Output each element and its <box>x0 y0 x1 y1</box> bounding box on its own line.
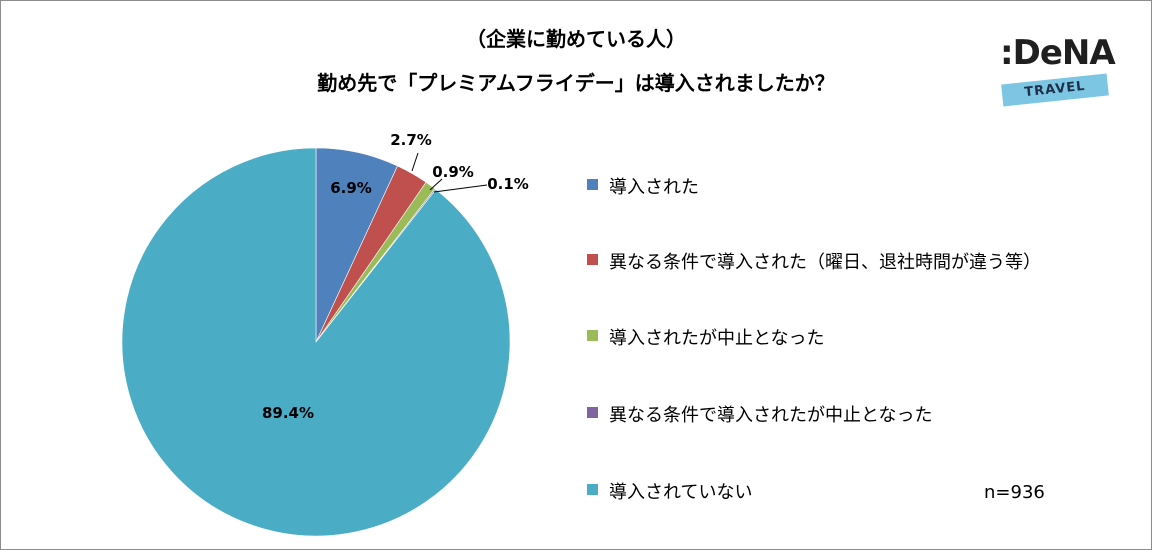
label-leader-line <box>429 178 443 191</box>
legend-label: 導入されていない <box>609 482 753 503</box>
chart-title: 勤め先で「プレミアムフライデー」は導入されましたか？ <box>317 71 835 95</box>
legend-swatch <box>587 254 598 265</box>
data-label: 89.4% <box>262 404 314 422</box>
label-leader-line <box>411 152 419 172</box>
legend-label: 導入された <box>609 177 699 198</box>
data-label: 6.9% <box>330 179 372 197</box>
label-leader-line <box>433 184 488 193</box>
pie-slice <box>121 147 511 537</box>
chart-subtitle: （企業に勤めている人） <box>466 27 686 51</box>
legend-label: 導入されたが中止となった <box>609 328 825 349</box>
legend-label: 異なる条件で導入された（曜日、退社時間が違う等） <box>609 252 1041 273</box>
data-label: 0.1% <box>487 175 529 193</box>
legend-swatch <box>587 407 598 418</box>
data-label: 0.9% <box>432 163 474 181</box>
sample-size-label: n=936 <box>984 482 1045 503</box>
legend-label: 異なる条件で導入されたが中止となった <box>609 405 933 426</box>
data-label: 2.7% <box>390 131 432 149</box>
logo-wordmark: :DeNA <box>1000 33 1116 73</box>
legend-swatch <box>587 179 598 190</box>
legend-swatch <box>587 330 598 341</box>
dena-travel-logo: :DeNA TRAVEL <box>996 33 1121 118</box>
legend-swatch <box>587 484 598 495</box>
